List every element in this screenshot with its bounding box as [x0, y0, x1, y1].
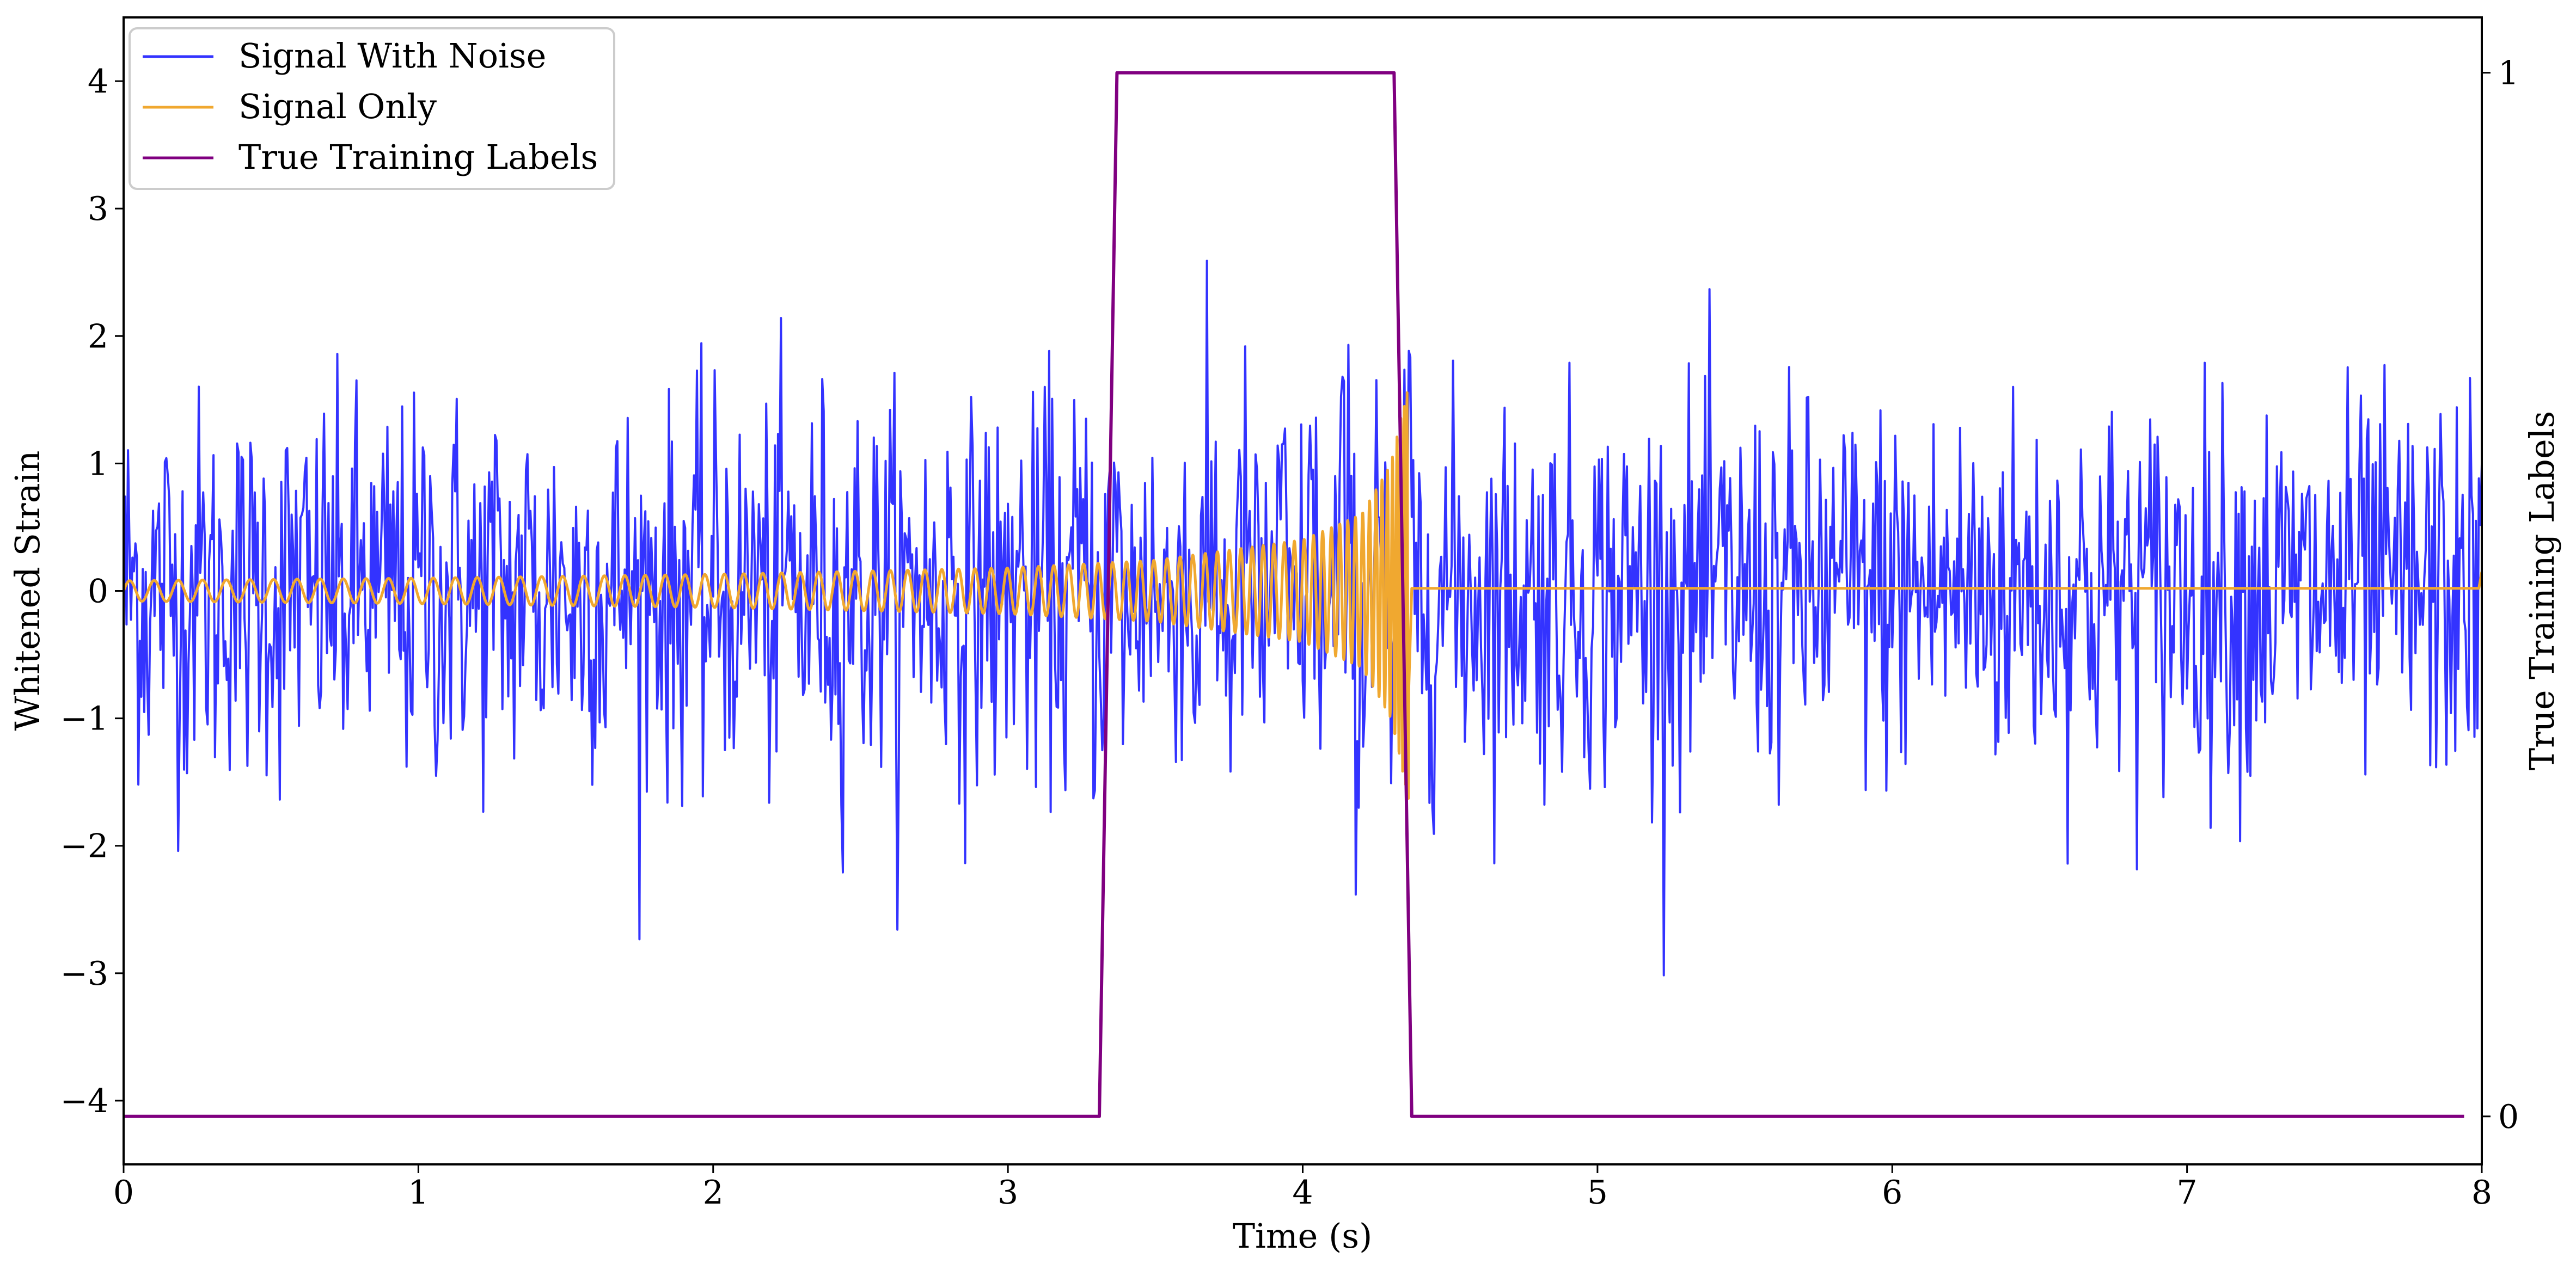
y2-tick-label: 0	[2498, 1098, 2519, 1136]
y-tick-label: 2	[88, 317, 108, 355]
y-tick-label: 1	[88, 445, 108, 483]
signal-with-noise-line	[124, 260, 2482, 977]
legend: Signal With Noise Signal Only True Train…	[129, 27, 615, 190]
true-training-labels-line	[124, 71, 2464, 1118]
y-axis-label: Whitened Strain	[8, 451, 47, 731]
x-tick-label: 2	[703, 1174, 724, 1212]
y-tick-label: −4	[60, 1082, 108, 1120]
y-tick-label: −3	[60, 955, 108, 993]
y-axis-left: −4 −3 −2 −1 0 1 2 3 4	[60, 63, 124, 1120]
y-axis-right: 01	[2482, 54, 2519, 1136]
y-tick-label: −1	[60, 700, 108, 738]
legend-label-signal-with-noise: Signal With Noise	[238, 36, 546, 76]
plot-area	[124, 71, 2482, 1118]
x-axis-label: Time (s)	[1233, 1216, 1373, 1256]
y-tick-label: 0	[88, 573, 108, 611]
x-tick-label: 4	[1292, 1174, 1313, 1212]
x-tick-label: 8	[2471, 1174, 2492, 1212]
y-tick-label: 4	[88, 63, 108, 101]
x-tick-label: 7	[2177, 1174, 2198, 1212]
y-tick-label: 3	[88, 190, 108, 228]
y2-axis-label: True Training Labels	[2522, 411, 2562, 770]
y-tick-label: −2	[60, 827, 108, 866]
x-tick-label: 6	[1882, 1174, 1902, 1212]
x-tick-label: 1	[408, 1174, 429, 1212]
x-tick-label: 3	[998, 1174, 1018, 1212]
y2-tick-label: 1	[2498, 54, 2519, 93]
signal-only-line	[124, 391, 2482, 800]
x-tick-label: 0	[113, 1174, 134, 1212]
legend-box	[129, 27, 615, 190]
x-axis: 0 1 2 3 4 5 6 7 8	[113, 1164, 2492, 1212]
legend-label-signal-only: Signal Only	[238, 87, 437, 126]
legend-label-true-training-labels: True Training Labels	[238, 137, 598, 177]
x-tick-label: 5	[1587, 1174, 1608, 1212]
